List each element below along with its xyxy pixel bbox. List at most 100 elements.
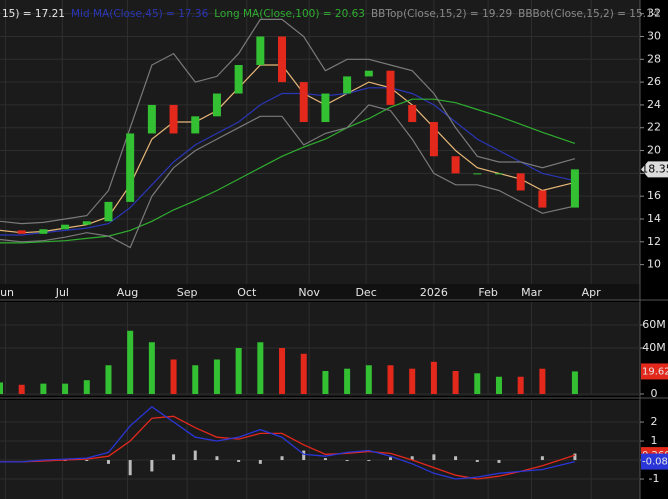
candle-body [61,224,70,230]
volume-bar [452,371,459,394]
candle-body [82,221,91,225]
volume-bar [571,371,578,394]
candle-body [278,36,287,83]
volume-bar [517,376,524,394]
legend-entry: BBBot(Close,15,2) = 15.14 [518,8,660,20]
candle-body [494,173,503,175]
y-tick-label: 14 [647,212,661,225]
candle-body [343,76,352,94]
volume-bar [257,342,264,394]
candle-body [451,156,460,174]
volume-bar [148,342,155,394]
macd-line [0,405,576,480]
marks [0,18,579,480]
y-tick-label: 22 [647,121,661,134]
ma-line [0,87,576,236]
x-tick-label: Aug [117,286,138,299]
volume-bar [495,376,502,394]
y-tick-label: 0 [651,387,658,400]
legend-entry: Mid MA(Close,45) = 17.36 [71,8,209,20]
volume-bar [387,365,394,394]
legend-entry: Long MA(Close,100) = 20.63 [214,8,365,20]
volume-bar [192,365,199,394]
candle-body [104,201,113,222]
volume-bar [300,353,307,394]
y-tick-label: -1 [649,472,660,485]
legend: 15) = 17.21 Mid MA(Close,45) = 17.36 Long … [2,8,660,20]
candle-body [39,229,48,234]
y-tick-label: 26 [647,75,661,88]
ma-line [0,18,576,225]
y-tick-label: 20 [647,144,661,157]
y-tick-label: 24 [647,98,661,111]
x-tick-label: Oct [237,286,257,299]
volume-bar [127,330,134,394]
candle-body [364,70,373,77]
volume-bar [539,368,546,394]
y-tick-label: 40M [642,341,666,354]
candle-body [473,173,482,175]
volume-bar [322,371,329,394]
volume-bar [0,382,3,394]
volume-bar [40,383,47,394]
volume-bar [235,348,242,394]
volume-bar [344,368,351,394]
labels: JunJulAugSepOctNovDec2026FebMarApr101214… [0,7,668,485]
x-tick-label: Mar [521,286,542,299]
y-tick-label: 1 [651,434,658,447]
candle-body [126,133,135,202]
volume-bar [365,365,372,394]
x-tick-label: Nov [298,286,320,299]
y-tick-label: 32 [647,7,661,20]
volume-bar [105,365,112,394]
legend-entry: BBTop(Close,15,2) = 19.29 [371,8,512,20]
candle-body [516,173,525,191]
candle-body [212,93,221,117]
y-tick-label: 30 [647,29,661,42]
ma-line [0,104,576,249]
volume-bar [18,384,25,394]
candle-body [429,122,438,157]
candle-body [191,116,200,134]
candle-body [234,65,243,94]
price-flag [641,161,668,178]
y-tick-label: 12 [647,235,661,248]
candle-body [169,104,178,134]
candle-body [17,230,26,234]
ma-line [0,98,576,244]
volume-bar [430,361,437,394]
x-tick-label: 2026 [420,286,448,299]
volume-bar [62,383,69,394]
candle-body [408,104,417,123]
volume-bar [279,348,286,394]
y-tick-label: 60M [642,318,666,331]
volume-bar [474,373,481,394]
y-tick-label: 2 [651,415,658,428]
candle-body [147,104,156,134]
candle-body [299,82,308,123]
y-tick-label: 16 [647,189,661,202]
x-tick-label: Jun [0,286,14,299]
price-flag-label: 18.35 [641,162,668,175]
candle-body [538,190,547,208]
macd-flag [641,453,668,470]
x-tick-label: Feb [478,286,497,299]
x-tick-label: Apr [582,286,602,299]
x-tick-label: Dec [355,286,376,299]
candle-body [570,169,579,208]
volume-bar [170,359,177,394]
candle-body [386,70,395,105]
legend-entry: 15) = 17.21 [2,8,65,20]
x-axis-band [0,284,640,300]
macd-flag-label: -0.08099 [642,457,668,468]
candle-body [321,93,330,123]
x-tick-label: Sep [177,286,198,299]
volume-bar [83,380,90,394]
volume-bar [213,359,220,394]
y-tick-label: 10 [647,258,661,271]
volume-bar [409,368,416,394]
volume-flag-label: 19.627.1 [642,366,668,377]
macd-panel [0,400,640,499]
x-tick-label: Jul [55,286,69,299]
